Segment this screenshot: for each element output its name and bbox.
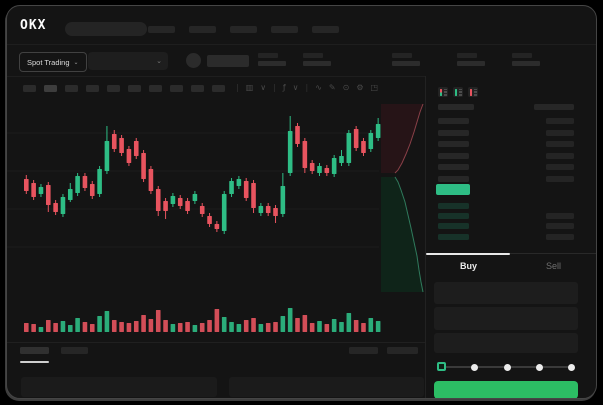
- ticker-stat-placeholder: [258, 52, 286, 67]
- nav-item-placeholder[interactable]: [189, 26, 216, 33]
- interval-buttons: [23, 84, 225, 92]
- chevron-down-icon: ⌄: [156, 58, 162, 65]
- orders-filter-placeholder[interactable]: [387, 347, 418, 354]
- top-nav: OKX: [7, 6, 596, 44]
- ticker-stat-placeholder: [457, 52, 485, 67]
- search-input[interactable]: [65, 22, 147, 36]
- candlestick-chart[interactable]: [7, 98, 425, 342]
- slider-stops: [437, 362, 575, 371]
- orders-tab-active-placeholder[interactable]: [20, 347, 49, 354]
- interval-button-placeholder[interactable]: [86, 84, 99, 92]
- slider-stop[interactable]: [503, 363, 511, 371]
- amount-input[interactable]: [434, 307, 578, 330]
- orderbook-ask-row[interactable]: [426, 118, 596, 124]
- total-input[interactable]: [434, 333, 578, 353]
- slider-stop[interactable]: [437, 362, 446, 371]
- chevron-down-icon: ⌄: [73, 59, 79, 66]
- slider-stop[interactable]: [568, 363, 575, 371]
- orderbook-bid-row[interactable]: [426, 213, 596, 220]
- orderbook-ask-row[interactable]: [426, 141, 596, 148]
- orders-table-placeholder: [21, 377, 217, 397]
- divider: |: [305, 83, 309, 92]
- coin-icon: [186, 53, 201, 68]
- interval-button-placeholder[interactable]: [44, 84, 57, 92]
- orderbook-bids-only-icon[interactable]: [453, 87, 463, 97]
- market-type-label: Spot Trading: [27, 57, 70, 67]
- fullscreen-icon[interactable]: ◳: [370, 83, 379, 92]
- chart-toolbar: | ▥ ∨ | ƒ ∨ | ∿ ✎ ⊙ ⚙ ◳: [7, 76, 425, 99]
- bid-rows: [426, 203, 596, 244]
- draw-tool-icon[interactable]: ✎: [328, 83, 336, 92]
- interval-button-placeholder[interactable]: [128, 84, 141, 92]
- app-window: OKX Spot Trading ⌄ ⌄ | ▥ ∨ |: [6, 5, 597, 399]
- interval-button-placeholder[interactable]: [212, 84, 225, 92]
- orderbook-ask-row[interactable]: [426, 152, 596, 159]
- nav-item-placeholder[interactable]: [148, 26, 175, 33]
- pair-selector[interactable]: ⌄: [88, 52, 168, 70]
- ticker-stat-placeholder: [303, 52, 331, 67]
- orders-tab-underline: [20, 361, 49, 363]
- toolbar-icons: | ▥ ∨ | ƒ ∨ | ∿ ✎ ⊙ ⚙ ◳: [236, 84, 378, 92]
- orderbook-ask-row[interactable]: [426, 164, 596, 171]
- orders-tab-placeholder[interactable]: [61, 347, 88, 354]
- market-type-selector[interactable]: Spot Trading ⌄: [19, 52, 87, 72]
- slider-stop[interactable]: [471, 363, 479, 371]
- orderbook-ask-row[interactable]: [426, 175, 596, 182]
- orderbook-panel: Buy Sell: [426, 76, 596, 398]
- trade-side-tabs: Buy Sell: [426, 253, 596, 278]
- section-divider: [7, 342, 425, 343]
- price-input[interactable]: [434, 282, 578, 304]
- ask-rows: [426, 118, 596, 188]
- interval-button-placeholder[interactable]: [149, 84, 162, 92]
- ticker-stats: [258, 52, 540, 67]
- orderbook-bid-row[interactable]: [426, 233, 596, 240]
- orderbook-bid-row[interactable]: [426, 203, 596, 209]
- panel-divider: [425, 76, 426, 398]
- okx-logo: OKX: [20, 18, 47, 33]
- chevron-down-icon[interactable]: ∨: [260, 83, 267, 92]
- slider-stop[interactable]: [535, 363, 543, 371]
- orders-table-placeholder: [229, 377, 424, 397]
- line-chart-icon[interactable]: ∿: [315, 83, 322, 92]
- orderbook-combined-icon[interactable]: [438, 87, 448, 97]
- ticker-stat-placeholder: [512, 52, 540, 67]
- last-price-placeholder: [207, 55, 249, 67]
- interval-button-placeholder[interactable]: [23, 84, 36, 92]
- orderbook-view-modes: [438, 87, 478, 97]
- nav-item-placeholder[interactable]: [230, 26, 257, 33]
- tab-buy[interactable]: Buy: [459, 261, 477, 271]
- tab-sell[interactable]: Sell: [545, 261, 561, 271]
- interval-button-placeholder[interactable]: [191, 84, 204, 92]
- nav-item-placeholder[interactable]: [312, 26, 339, 33]
- indicators-icon[interactable]: ƒ: [282, 83, 286, 92]
- ticker-row: Spot Trading ⌄ ⌄: [7, 44, 596, 77]
- candle-style-icon[interactable]: ▥: [245, 83, 254, 92]
- amount-percent-slider[interactable]: [437, 362, 575, 372]
- settings-gear-icon[interactable]: ⚙: [356, 83, 364, 92]
- nav-items: [148, 26, 339, 33]
- buy-button[interactable]: [434, 381, 578, 398]
- orderbook-ask-row[interactable]: [426, 129, 596, 136]
- orderbook-asks-only-icon[interactable]: [468, 87, 478, 97]
- orders-filter-placeholder[interactable]: [349, 347, 378, 354]
- last-price-badge[interactable]: [436, 184, 470, 195]
- divider: |: [273, 83, 276, 92]
- chevron-down-icon[interactable]: ∨: [292, 83, 299, 92]
- divider: |: [236, 83, 239, 92]
- ticker-stat-placeholder: [392, 52, 420, 67]
- screenshot-icon[interactable]: ⊙: [342, 83, 350, 92]
- interval-button-placeholder[interactable]: [170, 84, 183, 92]
- active-tab-indicator: [426, 253, 510, 255]
- orderbook-column-headers: [426, 104, 596, 110]
- orderbook-bid-row[interactable]: [426, 223, 596, 230]
- interval-button-placeholder[interactable]: [107, 84, 120, 92]
- nav-item-placeholder[interactable]: [271, 26, 298, 33]
- interval-button-placeholder[interactable]: [65, 84, 78, 92]
